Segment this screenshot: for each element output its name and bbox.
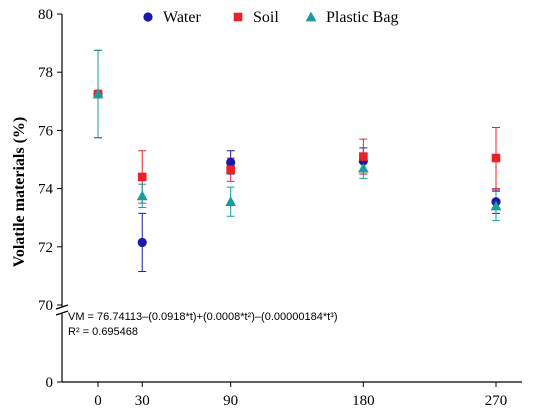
legend-label-water: Water [163,9,201,26]
legend-label-soil: Soil [253,9,279,26]
y-tick-label: 70 [38,298,53,314]
y-tick-label: 74 [38,182,54,198]
x-ticks: 0 30 90 180 270 [94,382,507,409]
axes [55,14,522,383]
x-tick-label: 30 [135,393,150,409]
point-plastic-bag [357,162,369,173]
y-tick-label: 80 [38,7,53,23]
point-water [226,157,236,168]
point-plastic-bag [136,190,148,201]
y-tick-label: 0 [46,375,54,391]
x-tick-label: 270 [485,393,508,409]
r-squared-annotation: R² = 0.695468 [68,326,138,338]
point-soil [491,153,501,163]
axis-break-mark [55,304,69,310]
y-axis-title: Volatile materials (%) [11,117,28,267]
legend-marker-soil [233,12,243,22]
legend-label-plastic-bag: Plastic Bag [326,9,398,26]
y-tick-label: 76 [38,123,54,139]
axis-break-mark [55,310,69,316]
equation-annotation: VM = 76.74113–(0.0918*t)+(0.0008*t²)–(0.… [68,311,337,323]
point-water [137,237,147,248]
point-plastic-bag [92,88,104,99]
legend: Water Soil Plastic Bag [143,9,398,26]
y-ticks: 70 72 74 76 78 80 0 [38,7,62,391]
point-plastic-bag [490,200,502,211]
y-tick-label: 78 [38,65,53,81]
point-plastic-bag [225,196,237,207]
data-marks [92,49,502,273]
y-tick-label: 72 [38,240,53,256]
legend-marker-plastic-bag [305,11,317,22]
point-soil [226,165,235,174]
x-tick-label: 90 [223,393,238,409]
x-tick-label: 0 [94,393,102,409]
point-soil [359,152,368,161]
legend-marker-water [143,12,153,22]
point-soil [137,172,147,182]
x-tick-label: 180 [352,393,375,409]
